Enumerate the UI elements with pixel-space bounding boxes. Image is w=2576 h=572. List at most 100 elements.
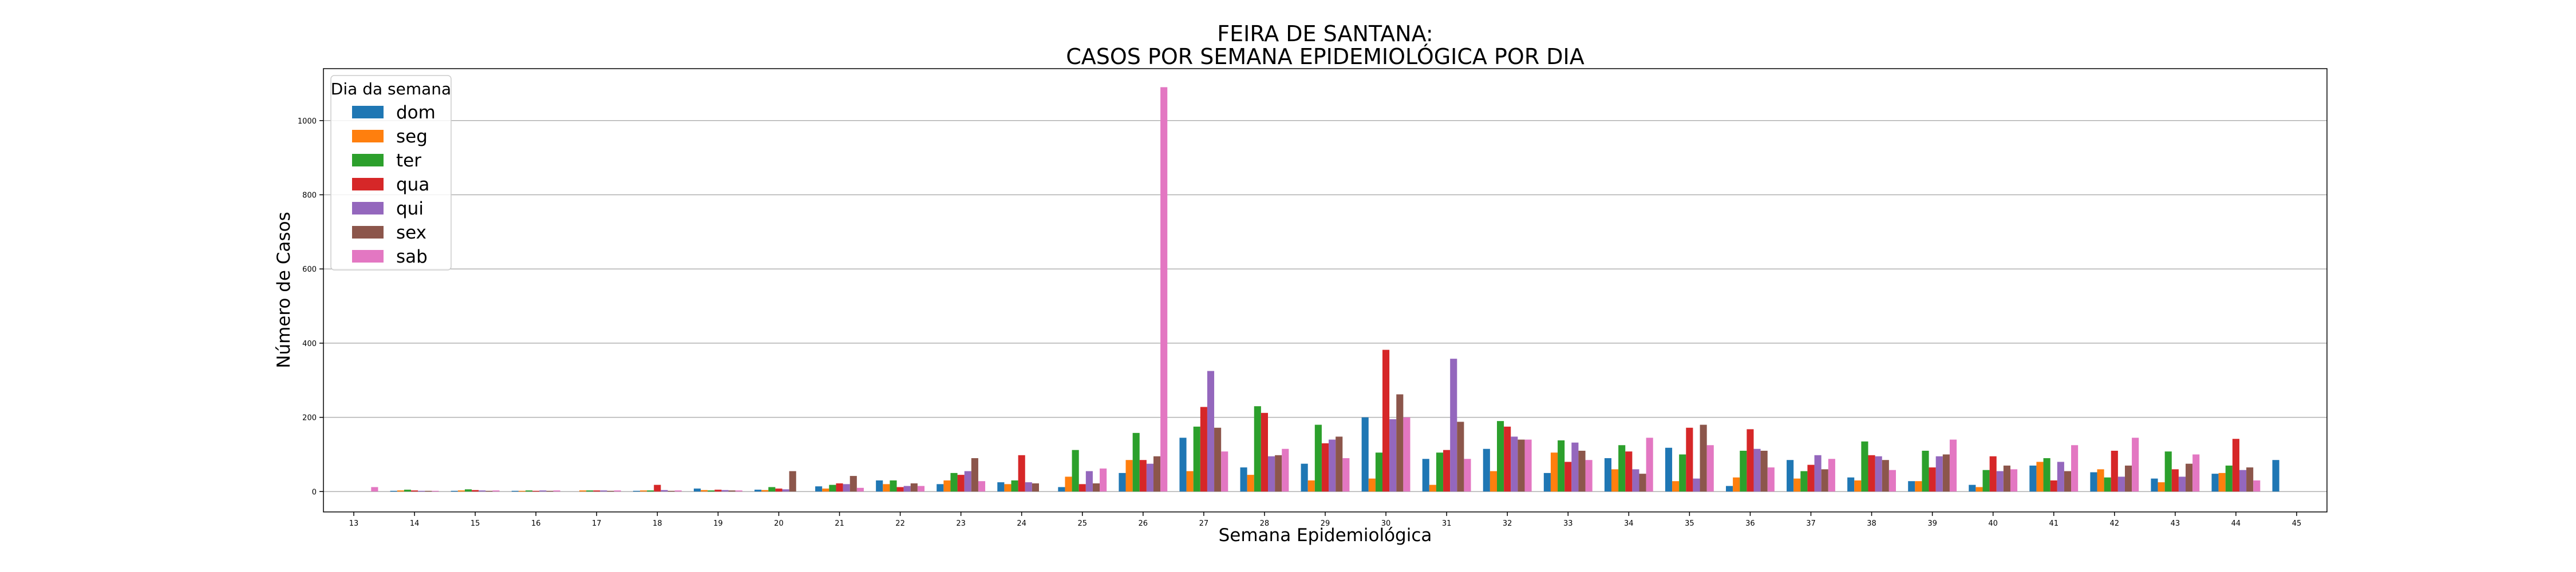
legend-swatch-sab — [352, 250, 384, 263]
bar-sex-week-31 — [1457, 422, 1464, 492]
bar-qua-week-28 — [1261, 412, 1268, 492]
bar-qui-week-19 — [721, 490, 729, 492]
bar-qui-week-40 — [1996, 471, 2004, 492]
bar-sex-week-32 — [1518, 439, 1525, 492]
legend-swatch-qua — [352, 178, 384, 190]
y-tick-label: 600 — [302, 265, 317, 274]
bar-sab-week-37 — [1828, 459, 1835, 492]
bar-qui-week-34 — [1632, 469, 1639, 492]
x-tick-label: 44 — [2231, 519, 2241, 528]
y-tick-label: 1000 — [298, 117, 317, 126]
bar-ter-week-27 — [1193, 426, 1200, 492]
y-tick-label: 0 — [312, 488, 317, 496]
bar-qua-week-20 — [775, 488, 783, 492]
bar-qua-week-19 — [714, 490, 722, 492]
x-tick-label: 36 — [1745, 519, 1755, 528]
bar-sab-week-13 — [371, 487, 378, 492]
bar-dom-week-37 — [1787, 460, 1794, 492]
bar-qua-week-38 — [1868, 455, 1875, 492]
bar-sex-week-24 — [1032, 483, 1039, 492]
bar-sab-week-40 — [2010, 469, 2018, 492]
bar-qua-week-40 — [1989, 456, 1997, 492]
x-tick-label: 16 — [531, 519, 541, 528]
y-tick-label: 200 — [302, 414, 317, 423]
x-tick-label: 29 — [1321, 519, 1330, 528]
bar-seg-week-20 — [761, 490, 769, 492]
bar-sab-week-22 — [917, 486, 924, 492]
bar-ter-week-16 — [526, 490, 533, 492]
bar-dom-week-30 — [1361, 417, 1369, 492]
bar-qui-week-25 — [1085, 471, 1093, 492]
legend: Dia da semana dom seg ter qua qui sex sab — [330, 75, 452, 271]
x-tick-label: 15 — [471, 519, 480, 528]
bar-dom-week-27 — [1179, 438, 1187, 492]
bar-qui-week-18 — [661, 490, 668, 492]
bar-ter-week-20 — [768, 487, 776, 492]
bar-seg-week-44 — [2218, 472, 2226, 492]
bar-ter-week-22 — [890, 480, 897, 492]
bar-dom-week-45 — [2272, 460, 2279, 492]
bar-qua-week-36 — [1747, 429, 1754, 492]
bar-qui-week-24 — [1025, 482, 1032, 492]
bar-seg-week-18 — [640, 490, 647, 492]
bar-sex-week-23 — [971, 458, 978, 492]
bar-sab-week-26 — [1160, 87, 1168, 492]
bar-dom-week-25 — [1058, 487, 1065, 492]
legend-swatch-ter — [352, 154, 384, 166]
bar-sab-week-33 — [1585, 460, 1593, 492]
bar-sex-week-36 — [1760, 450, 1768, 492]
bar-sex-week-41 — [2064, 471, 2072, 492]
bar-dom-week-28 — [1240, 467, 1247, 492]
bar-sab-week-21 — [856, 487, 864, 492]
x-axis-label: Semana Epidemiológica — [1219, 525, 1432, 546]
bar-qua-week-34 — [1625, 451, 1633, 492]
bar-ter-week-32 — [1497, 421, 1504, 492]
x-tick-label: 17 — [592, 519, 602, 528]
bar-sex-week-38 — [1882, 460, 1889, 492]
bar-qua-week-17 — [593, 490, 600, 492]
x-tick-label: 26 — [1139, 519, 1148, 528]
bar-qui-week-23 — [964, 471, 971, 492]
bar-ter-week-37 — [1800, 471, 1808, 492]
bar-ter-week-23 — [950, 472, 958, 492]
bar-seg-week-32 — [1490, 471, 1497, 492]
bar-sab-week-27 — [1221, 451, 1228, 492]
legend-label-dom: dom — [396, 102, 436, 123]
bar-sab-week-41 — [2071, 445, 2079, 492]
bar-qua-week-32 — [1504, 426, 1511, 492]
bar-sab-week-25 — [1100, 468, 1107, 492]
bar-qui-week-31 — [1450, 359, 1457, 492]
bar-dom-week-36 — [1726, 486, 1733, 492]
bar-qui-week-17 — [600, 490, 607, 492]
bar-seg-week-14 — [397, 490, 404, 492]
x-tick-label: 34 — [1624, 519, 1634, 528]
x-tick-label: 45 — [2292, 519, 2302, 528]
bar-ter-week-18 — [647, 490, 654, 492]
bar-seg-week-25 — [1065, 476, 1072, 492]
x-tick-label: 18 — [653, 519, 662, 528]
bar-qua-week-25 — [1078, 484, 1086, 492]
bar-ter-week-31 — [1436, 452, 1444, 492]
bar-qui-week-44 — [2239, 470, 2247, 492]
bar-ter-week-36 — [1740, 450, 1747, 492]
bar-ter-week-38 — [1861, 441, 1868, 492]
bar-qua-week-15 — [472, 490, 479, 492]
x-tick-label: 39 — [1927, 519, 1937, 528]
bar-sab-week-38 — [1888, 470, 1896, 492]
bar-seg-week-39 — [1915, 481, 1922, 492]
bar-qua-week-29 — [1321, 443, 1329, 492]
bar-qua-week-23 — [957, 475, 965, 492]
bar-qua-week-35 — [1686, 427, 1693, 492]
bar-seg-week-21 — [822, 488, 829, 492]
x-tick-label: 20 — [774, 519, 784, 528]
bar-qua-week-26 — [1139, 460, 1147, 492]
bar-sex-week-37 — [1821, 469, 1828, 492]
bar-sex-week-39 — [1942, 454, 1950, 492]
bar-qui-week-20 — [782, 489, 789, 492]
bar-qua-week-22 — [896, 487, 904, 492]
chart-title-line-2: CASOS POR SEMANA EPIDEMIOLÓGICA POR DIA — [1066, 44, 1585, 69]
bar-sab-week-16 — [553, 490, 560, 492]
bar-sab-week-30 — [1403, 417, 1411, 492]
bar-seg-week-31 — [1429, 484, 1436, 492]
bar-seg-week-27 — [1186, 471, 1194, 492]
